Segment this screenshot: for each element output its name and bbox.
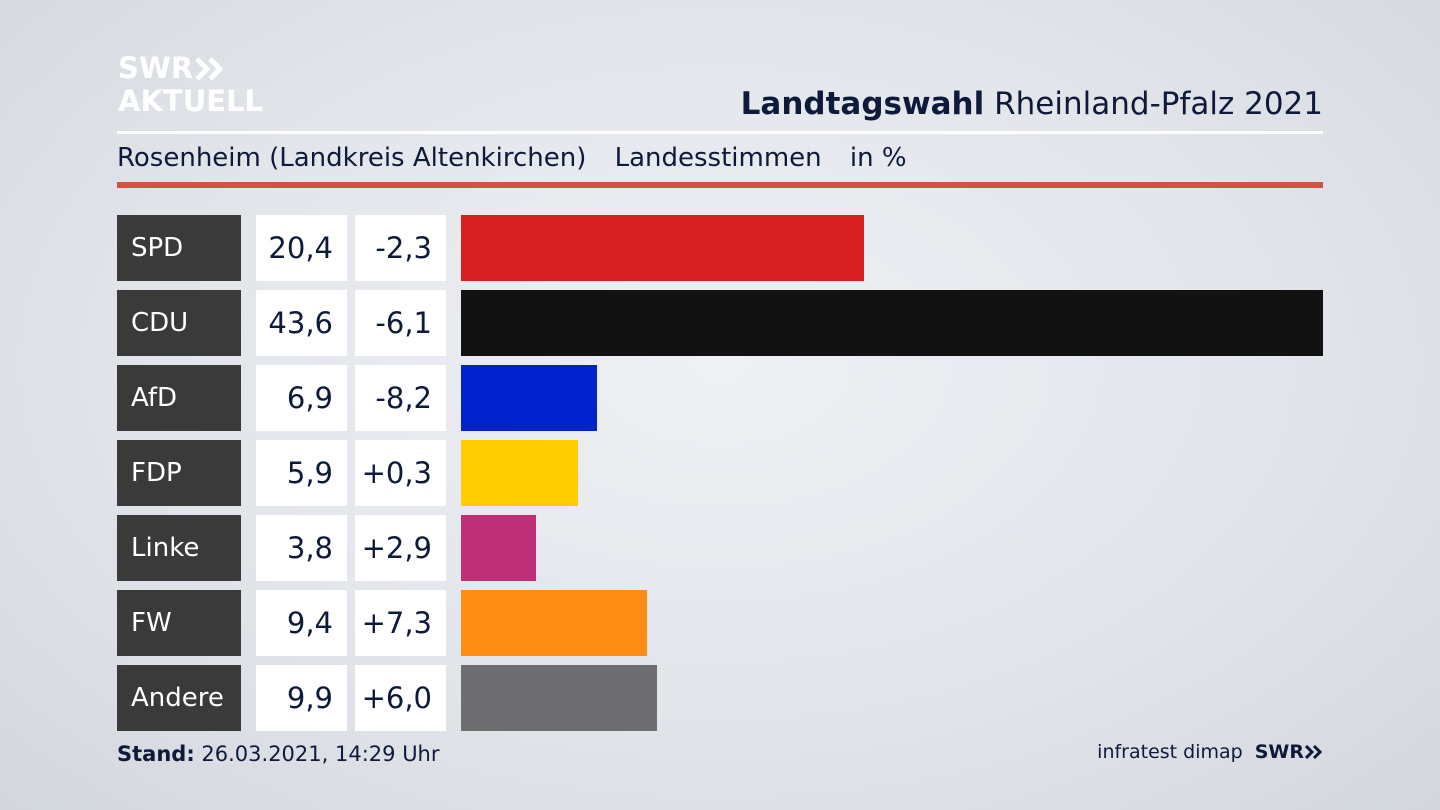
subtitle-unit: in % bbox=[849, 143, 907, 173]
bar-linke bbox=[461, 515, 536, 581]
double-chevron-right-icon bbox=[1305, 745, 1323, 759]
party-label-cdu: CDU bbox=[117, 290, 241, 356]
source-credit: infratest dimap bbox=[1097, 741, 1243, 763]
bar-fdp bbox=[461, 440, 578, 506]
party-label-andere: Andere bbox=[117, 665, 241, 731]
page-title: Landtagswahl Rheinland-Pfalz 2021 bbox=[741, 86, 1323, 122]
diff-label-andere: +6,0 bbox=[355, 665, 446, 731]
logo-swr-text: SWR bbox=[118, 51, 194, 85]
value-label-cdu: 43,6 bbox=[256, 290, 347, 356]
diff-label-spd: -2,3 bbox=[355, 215, 446, 281]
bar-fw bbox=[461, 590, 647, 656]
swr-small-text: SWR bbox=[1254, 741, 1304, 763]
footer-credits: infratest dimap SWR bbox=[1097, 741, 1323, 763]
party-label-fdp: FDP bbox=[117, 440, 241, 506]
party-label-fw: FW bbox=[117, 590, 241, 656]
subtitle-region: Rosenheim (Landkreis Altenkirchen) bbox=[117, 143, 587, 173]
party-label-afd: AfD bbox=[117, 365, 241, 431]
swr-small-logo: SWR bbox=[1255, 741, 1323, 763]
title-regular: Rheinland-Pfalz 2021 bbox=[994, 86, 1323, 122]
value-label-afd: 6,9 bbox=[256, 365, 347, 431]
party-label-spd: SPD bbox=[117, 215, 241, 281]
bar-andere bbox=[461, 665, 657, 731]
bar-afd bbox=[461, 365, 597, 431]
value-label-spd: 20,4 bbox=[256, 215, 347, 281]
diff-label-cdu: -6,1 bbox=[355, 290, 446, 356]
value-label-fw: 9,4 bbox=[256, 590, 347, 656]
timestamp-value: 26.03.2021, 14:29 Uhr bbox=[201, 742, 440, 766]
timestamp: Stand: 26.03.2021, 14:29 Uhr bbox=[117, 742, 440, 766]
diff-label-afd: -8,2 bbox=[355, 365, 446, 431]
swr-aktuell-logo: SWR AKTUELL bbox=[118, 54, 263, 116]
accent-divider bbox=[117, 182, 1323, 188]
party-label-linke: Linke bbox=[117, 515, 241, 581]
bar-cdu bbox=[461, 290, 1323, 356]
value-label-andere: 9,9 bbox=[256, 665, 347, 731]
value-label-fdp: 5,9 bbox=[256, 440, 347, 506]
subtitle-vote-type: Landesstimmen bbox=[614, 143, 822, 173]
diff-label-fdp: +0,3 bbox=[355, 440, 446, 506]
diff-label-fw: +7,3 bbox=[355, 590, 446, 656]
value-label-linke: 3,8 bbox=[256, 515, 347, 581]
bar-spd bbox=[461, 215, 864, 281]
header-divider bbox=[117, 131, 1323, 134]
logo-aktuell-text: AKTUELL bbox=[118, 84, 264, 118]
subtitle: Rosenheim (Landkreis Altenkirchen) Lande… bbox=[117, 143, 927, 173]
timestamp-label: Stand: bbox=[117, 742, 195, 766]
double-chevron-right-icon bbox=[195, 56, 224, 81]
title-bold: Landtagswahl bbox=[740, 86, 985, 122]
diff-label-linke: +2,9 bbox=[355, 515, 446, 581]
